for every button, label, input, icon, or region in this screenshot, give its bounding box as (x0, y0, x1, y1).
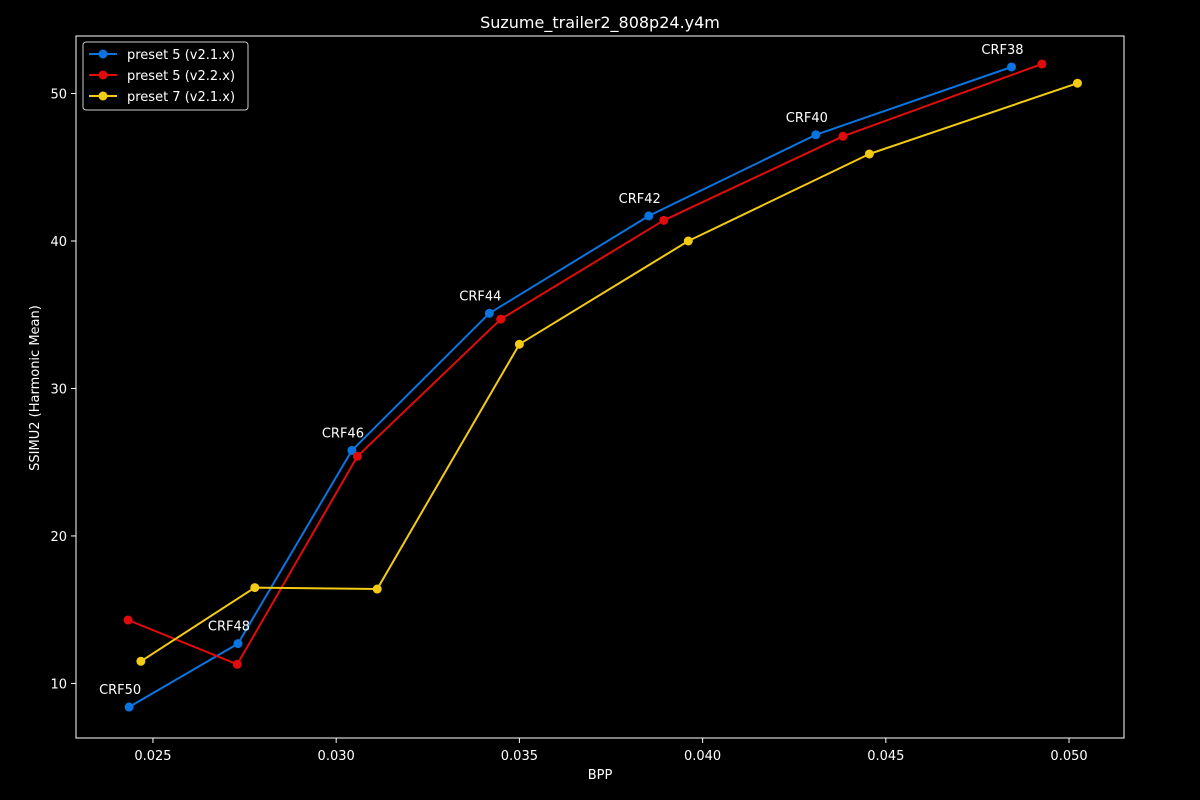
legend-marker-swatch (98, 49, 108, 59)
x-tick-label: 0.030 (318, 749, 355, 764)
crf-annotation: CRF42 (619, 192, 661, 207)
y-tick-label: 10 (50, 677, 67, 692)
data-point-series-2 (514, 339, 524, 349)
data-point-series-1 (838, 131, 848, 141)
data-point-series-2 (136, 656, 146, 666)
data-point-series-1 (496, 314, 506, 324)
chart-title: Suzume_trailer2_808p24.y4m (480, 13, 720, 33)
data-point-series-2 (1072, 78, 1082, 88)
y-tick-label: 40 (50, 235, 67, 250)
legend-marker-swatch (98, 91, 108, 101)
crf-annotation: CRF44 (459, 289, 501, 304)
data-point-series-0 (124, 702, 134, 712)
legend-label: preset 7 (v2.1.x) (127, 90, 235, 105)
data-point-series-0 (347, 445, 357, 455)
data-point-series-0 (811, 130, 821, 140)
crf-annotation: CRF38 (981, 43, 1023, 58)
legend: preset 5 (v2.1.x) preset 5 (v2.2.x) preset… (82, 41, 249, 111)
data-point-series-1 (1037, 59, 1047, 69)
data-point-series-1 (232, 659, 242, 669)
data-point-series-0 (644, 211, 654, 221)
plot-frame (75, 35, 1125, 739)
legend-box (82, 41, 249, 111)
legend-label: preset 5 (v2.1.x) (127, 48, 235, 63)
data-point-series-1 (352, 451, 362, 461)
crf-annotation: CRF46 (322, 426, 364, 441)
legend-marker-swatch (98, 70, 108, 80)
x-axis-title: BPP (588, 768, 613, 783)
x-tick-label: 0.025 (134, 749, 171, 764)
x-tick-label: 0.040 (684, 749, 721, 764)
crf-annotation: CRF40 (786, 111, 828, 126)
x-tick-label: 0.050 (1050, 749, 1087, 764)
x-tick-label: 0.045 (867, 749, 904, 764)
crf-annotation: CRF48 (208, 620, 250, 635)
data-point-series-2 (250, 583, 260, 593)
crf-annotation: CRF50 (99, 683, 141, 698)
plot-area: 0.025 0.030 0.035 0.040 0.045 0.050 10 20 30 40 50… (50, 35, 1125, 764)
data-point-series-0 (1007, 62, 1017, 72)
data-point-series-2 (683, 236, 693, 246)
data-point-series-0 (233, 639, 243, 649)
data-point-series-0 (484, 308, 494, 318)
data-point-series-2 (864, 149, 874, 159)
y-axis-title: SSIMU2 (Harmonic Mean) (28, 305, 43, 471)
data-point-series-1 (123, 615, 133, 625)
y-tick-label: 50 (50, 88, 67, 103)
data-point-series-1 (659, 215, 669, 225)
legend-label: preset 5 (v2.2.x) (127, 69, 235, 84)
data-point-series-2 (372, 584, 382, 594)
y-tick-label: 20 (50, 530, 67, 545)
y-tick-label: 30 (50, 382, 67, 397)
x-tick-label: 0.035 (501, 749, 538, 764)
